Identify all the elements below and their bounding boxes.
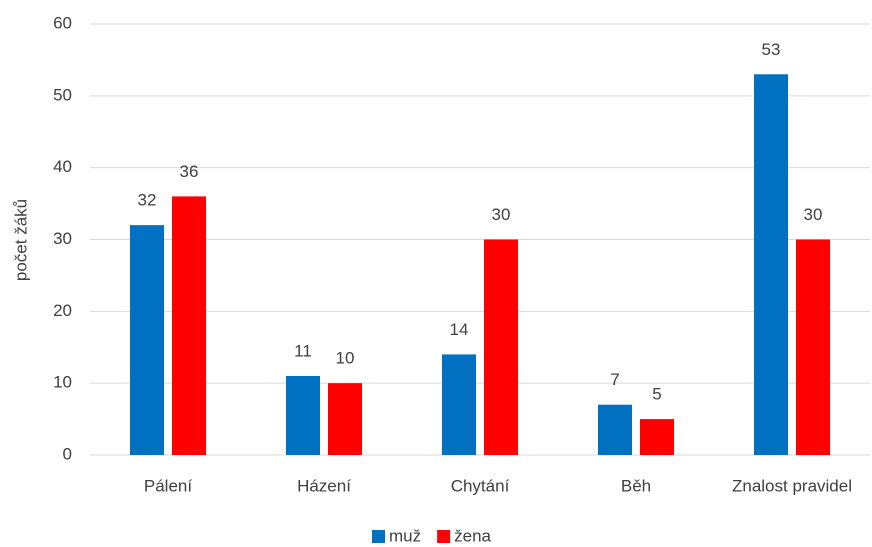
y-tick-label: 40: [53, 157, 72, 176]
bar: [484, 239, 518, 455]
data-label: 36: [180, 162, 199, 181]
data-label: 30: [804, 205, 823, 224]
x-tick-label: Chytání: [451, 476, 510, 495]
data-label: 14: [450, 320, 469, 339]
data-label: 10: [336, 349, 355, 368]
y-tick-label: 30: [53, 229, 72, 248]
legend-label: žena: [454, 526, 491, 545]
y-tick-label: 10: [53, 373, 72, 392]
bar: [172, 196, 206, 455]
data-label: 32: [138, 191, 157, 210]
bar: [328, 383, 362, 455]
legend-label: muž: [389, 526, 421, 545]
x-tick-label: Běh: [621, 476, 651, 495]
y-tick-label: 20: [53, 301, 72, 320]
y-tick-label: 0: [63, 444, 72, 463]
bar: [442, 354, 476, 455]
bar: [754, 74, 788, 456]
bar: [286, 375, 320, 455]
x-tick-label: Pálení: [144, 476, 192, 495]
y-axis-label: počet žáků: [11, 199, 30, 281]
data-label: 53: [762, 40, 781, 59]
data-label: 30: [492, 205, 511, 224]
data-label: 11: [294, 341, 312, 360]
legend-swatch: [372, 530, 385, 543]
bar: [130, 225, 164, 455]
y-tick-label: 50: [53, 85, 72, 104]
y-tick-label: 60: [53, 13, 72, 32]
bar: [598, 404, 632, 455]
data-label: 7: [610, 370, 619, 389]
x-tick-label: Házení: [297, 476, 351, 495]
x-tick-label: Znalost pravidel: [732, 476, 852, 495]
bar: [796, 239, 830, 455]
data-label: 5: [652, 385, 661, 404]
legend-swatch: [437, 530, 451, 543]
bar: [640, 419, 674, 455]
